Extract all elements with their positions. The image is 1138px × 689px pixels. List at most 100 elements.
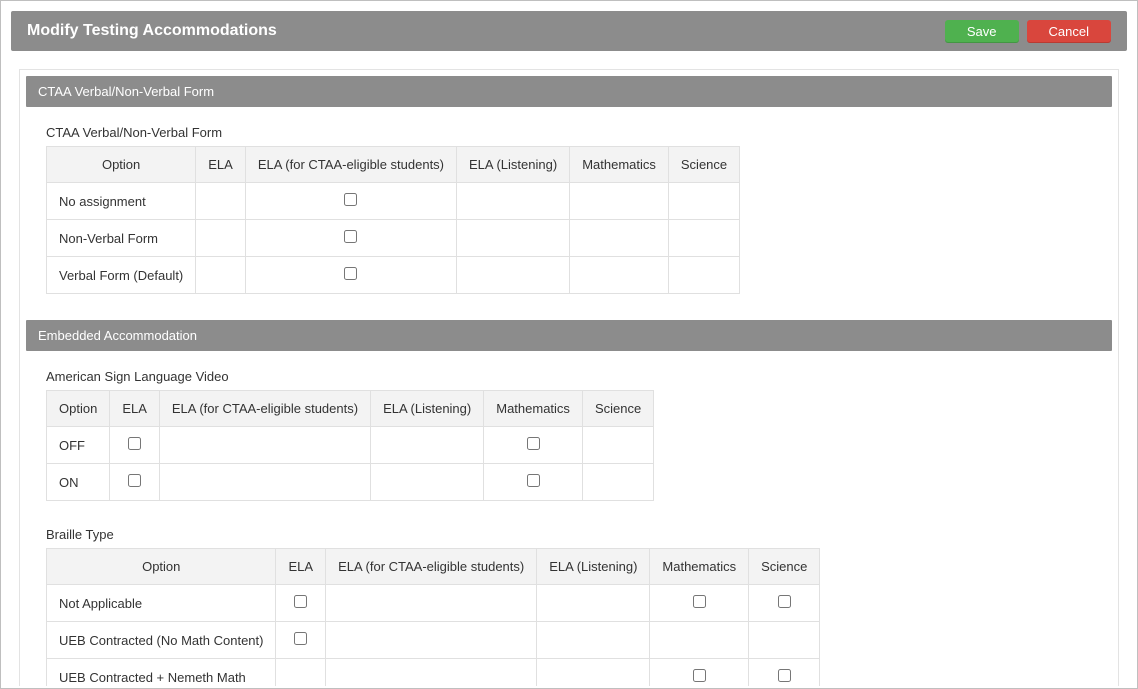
column-header: Science xyxy=(668,147,739,183)
accommodation-checkbox[interactable] xyxy=(294,595,307,608)
accommodation-table: OptionELAELA (for CTAA-eligible students… xyxy=(46,390,654,501)
column-header: ELA xyxy=(196,147,246,183)
checkbox-cell xyxy=(110,427,160,464)
table-row: ON xyxy=(47,464,654,501)
table-row: UEB Contracted + Nemeth Math xyxy=(47,659,820,687)
option-cell: OFF xyxy=(47,427,110,464)
accommodation-checkbox[interactable] xyxy=(527,474,540,487)
column-header: ELA (for CTAA-eligible students) xyxy=(245,147,456,183)
accommodation-table: OptionELAELA (for CTAA-eligible students… xyxy=(46,548,820,686)
checkbox-cell xyxy=(326,622,537,659)
accommodation-checkbox[interactable] xyxy=(128,437,141,450)
group-label: CTAA Verbal/Non-Verbal Form xyxy=(46,125,1118,140)
column-header: Option xyxy=(47,391,110,427)
column-header: Mathematics xyxy=(570,147,669,183)
option-cell: Verbal Form (Default) xyxy=(47,257,196,294)
column-header: Mathematics xyxy=(650,549,749,585)
option-cell: UEB Contracted (No Math Content) xyxy=(47,622,276,659)
checkbox-cell xyxy=(749,585,820,622)
checkbox-cell xyxy=(537,659,650,687)
accommodation-checkbox[interactable] xyxy=(527,437,540,450)
checkbox-cell xyxy=(371,464,484,501)
checkbox-cell xyxy=(245,220,456,257)
checkbox-cell xyxy=(110,464,160,501)
column-header: Science xyxy=(582,391,653,427)
table-row: Not Applicable xyxy=(47,585,820,622)
accommodation-checkbox[interactable] xyxy=(344,230,357,243)
checkbox-cell xyxy=(245,183,456,220)
accommodation-checkbox[interactable] xyxy=(344,193,357,206)
option-cell: Non-Verbal Form xyxy=(47,220,196,257)
column-header: Option xyxy=(47,549,276,585)
checkbox-cell xyxy=(570,183,669,220)
table-row: UEB Contracted (No Math Content) xyxy=(47,622,820,659)
checkbox-cell xyxy=(196,183,246,220)
checkbox-cell xyxy=(650,659,749,687)
cancel-button[interactable]: Cancel xyxy=(1027,20,1111,43)
checkbox-cell xyxy=(276,622,326,659)
option-cell: No assignment xyxy=(47,183,196,220)
checkbox-cell xyxy=(159,464,370,501)
content-panel: CTAA Verbal/Non-Verbal Form CTAA Verbal/N… xyxy=(19,69,1119,686)
checkbox-cell xyxy=(196,220,246,257)
column-header: ELA (for CTAA-eligible students) xyxy=(326,549,537,585)
accommodation-checkbox[interactable] xyxy=(778,595,791,608)
checkbox-cell xyxy=(749,622,820,659)
section-header: Embedded Accommodation xyxy=(26,320,1112,351)
accommodation-checkbox[interactable] xyxy=(344,267,357,280)
column-header: ELA (Listening) xyxy=(371,391,484,427)
checkbox-cell xyxy=(276,585,326,622)
table-row: Non-Verbal Form xyxy=(47,220,740,257)
group-label: Braille Type xyxy=(46,527,1118,542)
column-header: ELA (Listening) xyxy=(457,147,570,183)
section-header: CTAA Verbal/Non-Verbal Form xyxy=(26,76,1112,107)
option-cell: ON xyxy=(47,464,110,501)
table-row: OFF xyxy=(47,427,654,464)
checkbox-cell xyxy=(668,220,739,257)
checkbox-cell xyxy=(537,585,650,622)
checkbox-cell xyxy=(537,622,650,659)
checkbox-cell xyxy=(457,220,570,257)
checkbox-cell xyxy=(484,464,583,501)
accommodation-checkbox[interactable] xyxy=(294,632,307,645)
checkbox-cell xyxy=(668,183,739,220)
option-cell: Not Applicable xyxy=(47,585,276,622)
checkbox-cell xyxy=(276,659,326,687)
option-cell: UEB Contracted + Nemeth Math xyxy=(47,659,276,687)
checkbox-cell xyxy=(484,427,583,464)
column-header: ELA (Listening) xyxy=(537,549,650,585)
checkbox-cell xyxy=(457,257,570,294)
group-label: American Sign Language Video xyxy=(46,369,1118,384)
page-header: Modify Testing Accommodations Save Cance… xyxy=(11,11,1127,51)
checkbox-cell xyxy=(570,257,669,294)
checkbox-cell xyxy=(668,257,739,294)
accommodation-checkbox[interactable] xyxy=(693,669,706,682)
checkbox-cell xyxy=(457,183,570,220)
column-header: Mathematics xyxy=(484,391,583,427)
table-row: No assignment xyxy=(47,183,740,220)
checkbox-cell xyxy=(245,257,456,294)
column-header: Option xyxy=(47,147,196,183)
checkbox-cell xyxy=(326,585,537,622)
window-frame: Modify Testing Accommodations Save Cance… xyxy=(0,0,1138,689)
checkbox-cell xyxy=(371,427,484,464)
checkbox-cell xyxy=(650,585,749,622)
column-header: ELA (for CTAA-eligible students) xyxy=(159,391,370,427)
accommodation-checkbox[interactable] xyxy=(128,474,141,487)
checkbox-cell xyxy=(326,659,537,687)
save-button[interactable]: Save xyxy=(945,20,1019,43)
checkbox-cell xyxy=(582,464,653,501)
scroll-region[interactable]: Modify Testing Accommodations Save Cance… xyxy=(3,3,1135,686)
page-title: Modify Testing Accommodations xyxy=(27,22,937,40)
table-row: Verbal Form (Default) xyxy=(47,257,740,294)
accommodation-checkbox[interactable] xyxy=(693,595,706,608)
checkbox-cell xyxy=(159,427,370,464)
checkbox-cell xyxy=(749,659,820,687)
checkbox-cell xyxy=(650,622,749,659)
checkbox-cell xyxy=(196,257,246,294)
checkbox-cell xyxy=(570,220,669,257)
column-header: ELA xyxy=(110,391,160,427)
accommodation-checkbox[interactable] xyxy=(778,669,791,682)
accommodation-table: OptionELAELA (for CTAA-eligible students… xyxy=(46,146,740,294)
column-header: ELA xyxy=(276,549,326,585)
